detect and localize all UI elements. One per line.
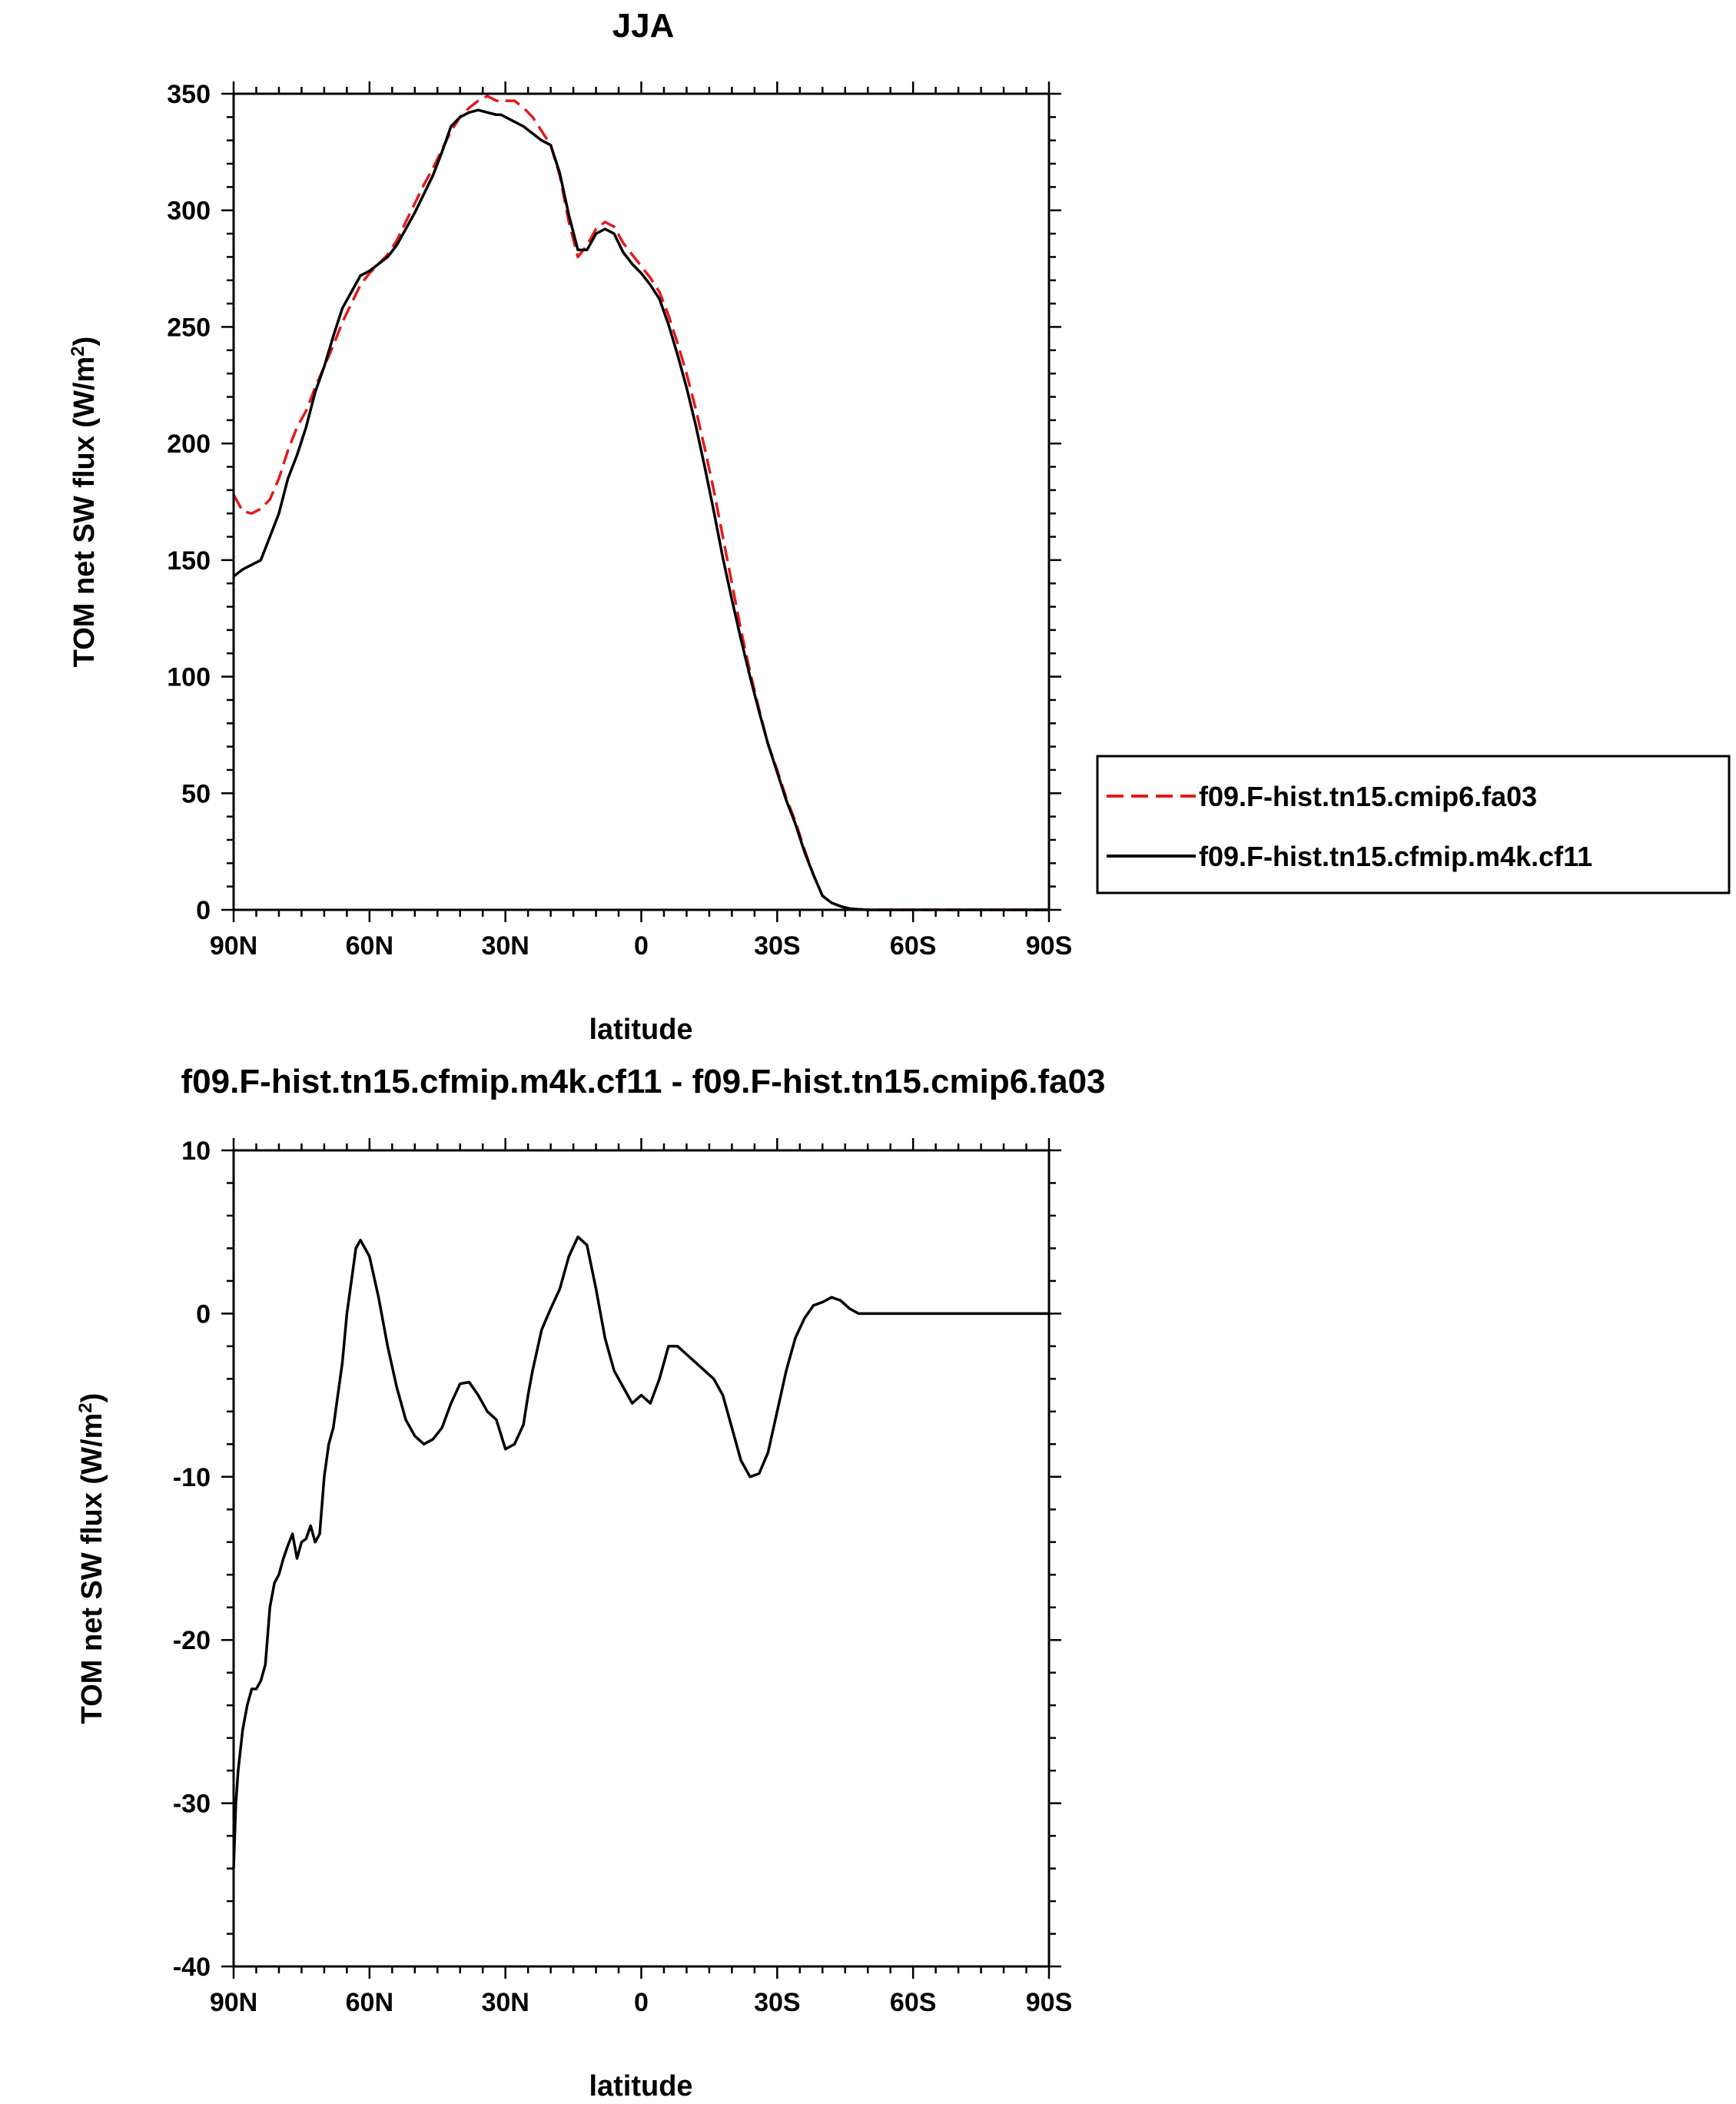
x-tick-label: 30N [481, 1988, 529, 2017]
top-panel-y-axis-label: TOM net SW flux (W/m2) [68, 337, 101, 668]
x-tick-label: 30S [754, 1988, 801, 2017]
bottom-panel-tick-labels: 90N 60N 30N 0 30S 60S 90S -40 -30 -20 -10 0 10 [173, 1137, 1072, 2017]
x-tick-label: 30S [754, 931, 801, 961]
bottom-panel-title: f09.F-hist.tn15.cfmip.m4k.cf11 - f09.F-h… [181, 1063, 1105, 1100]
series-line-0 [232, 1235, 1049, 1869]
x-tick-label: 60S [890, 1988, 937, 2017]
bottom-panel-series [232, 1235, 1049, 1869]
bottom-panel-ticks [221, 1138, 1061, 1979]
x-tick-label: 30N [481, 931, 529, 961]
top-panel-series [232, 95, 1049, 911]
y-tick-label: -10 [173, 1463, 211, 1492]
top-panel-title: JJA [612, 7, 675, 45]
x-tick-label: 90N [210, 931, 257, 961]
bottom-panel-x-axis-label: latitude [589, 2070, 692, 2102]
top-panel-tick-labels: 90N 60N 30N 0 30S 60S 90S 0 50 100 150 200 250 300 350 [167, 80, 1072, 961]
x-tick-label: 60N [346, 1988, 393, 2017]
x-tick-label: 90S [1026, 931, 1073, 961]
y-tick-label: 10 [181, 1137, 211, 1166]
bottom-panel-frame [232, 1149, 1051, 1968]
legend-box [1096, 755, 1731, 894]
top-panel-ticks [221, 81, 1061, 922]
legend-label-fa03: f09.F-hist.tn15.cmip6.fa03 [1199, 781, 1537, 812]
x-tick-label: 60S [890, 931, 937, 961]
x-tick-label: 90N [210, 1988, 257, 2017]
series-line-0 [232, 95, 1049, 911]
y-tick-label: 0 [196, 1299, 211, 1329]
y-tick-label: 150 [167, 546, 211, 576]
legend: f09.F-hist.tn15.cmip6.fa03 f09.F-hist.tn… [1096, 755, 1731, 894]
bottom-panel: f09.F-hist.tn15.cfmip.m4k.cf11 - f09.F-h… [75, 1063, 1106, 2102]
legend-label-cf11: f09.F-hist.tn15.cfmip.m4k.cf11 [1199, 841, 1592, 872]
y-tick-label: -30 [173, 1790, 211, 1819]
y-tick-label: -20 [173, 1626, 211, 1655]
series-line-1 [232, 108, 1049, 911]
x-tick-label: 0 [634, 931, 649, 961]
y-tick-label: 350 [167, 80, 211, 109]
y-tick-label: 0 [196, 896, 211, 925]
top-panel-x-axis-label: latitude [589, 1014, 692, 1046]
x-tick-label: 90S [1026, 1988, 1073, 2017]
top-panel: JJA 90N 60N 30N 0 30S 60S 90S 0 50 100 150 200 250 30… [68, 7, 1731, 1046]
y-tick-label: 100 [167, 663, 211, 692]
y-tick-label: 250 [167, 313, 211, 342]
x-tick-label: 60N [346, 931, 393, 961]
y-tick-label: 300 [167, 197, 211, 226]
y-tick-label: 200 [167, 430, 211, 459]
x-tick-label: 0 [634, 1988, 649, 2017]
top-panel-frame [232, 92, 1051, 911]
y-tick-label: -40 [173, 1953, 211, 1982]
bottom-panel-y-axis-label: TOM net SW flux (W/m2) [75, 1393, 109, 1724]
y-tick-label: 50 [181, 779, 211, 808]
